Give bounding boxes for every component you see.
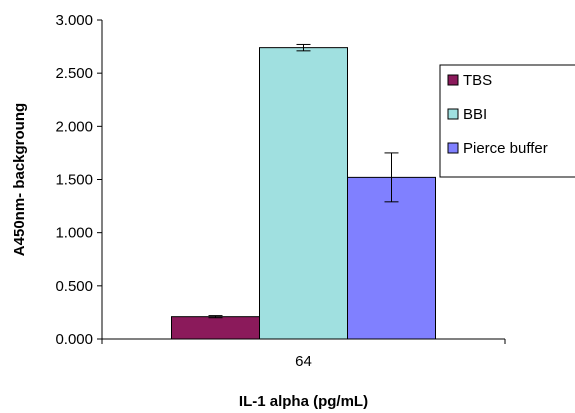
error-bar-tbs — [208, 315, 223, 319]
legend-swatch — [447, 74, 459, 86]
y-tick-label: 3.000 — [55, 12, 93, 29]
legend-item: TBS — [447, 72, 492, 89]
y-tick-label: 1.500 — [55, 172, 93, 189]
legend-label: BBI — [463, 106, 487, 123]
y-tick-label: 0.500 — [55, 278, 93, 295]
legend-box — [439, 64, 575, 178]
error-bars — [208, 43, 399, 319]
legend-label: TBS — [463, 72, 492, 89]
bar-tbs — [171, 316, 260, 340]
error-bar-pierce-buffer — [384, 152, 399, 203]
legend-item: BBI — [447, 106, 487, 123]
y-tick-label: 1.000 — [55, 225, 93, 242]
x-axis: 64 — [101, 338, 506, 370]
legend-label: Pierce buffer — [463, 140, 548, 157]
error-bar-bbi — [296, 43, 311, 52]
legend-item: Pierce buffer — [447, 140, 548, 157]
bar-bbi — [259, 47, 348, 340]
y-tick-label: 2.500 — [55, 65, 93, 82]
legend-swatch — [447, 108, 459, 120]
x-tick-label: 64 — [295, 353, 312, 370]
bars — [171, 47, 436, 340]
legend: TBS BBI Pierce buffer — [439, 64, 575, 178]
x-axis-title: IL-1 alpha (pg/mL) — [239, 393, 368, 410]
y-tick-label: 0.000 — [55, 331, 93, 348]
y-axis-title: A450nm- backgroung — [11, 103, 28, 256]
y-axis: 0.000 0.500 1.000 1.500 2.000 2.500 3.000 — [55, 12, 103, 348]
legend-swatch — [447, 142, 459, 154]
bar-pierce-buffer — [347, 176, 436, 340]
y-tick-label: 2.000 — [55, 118, 93, 135]
